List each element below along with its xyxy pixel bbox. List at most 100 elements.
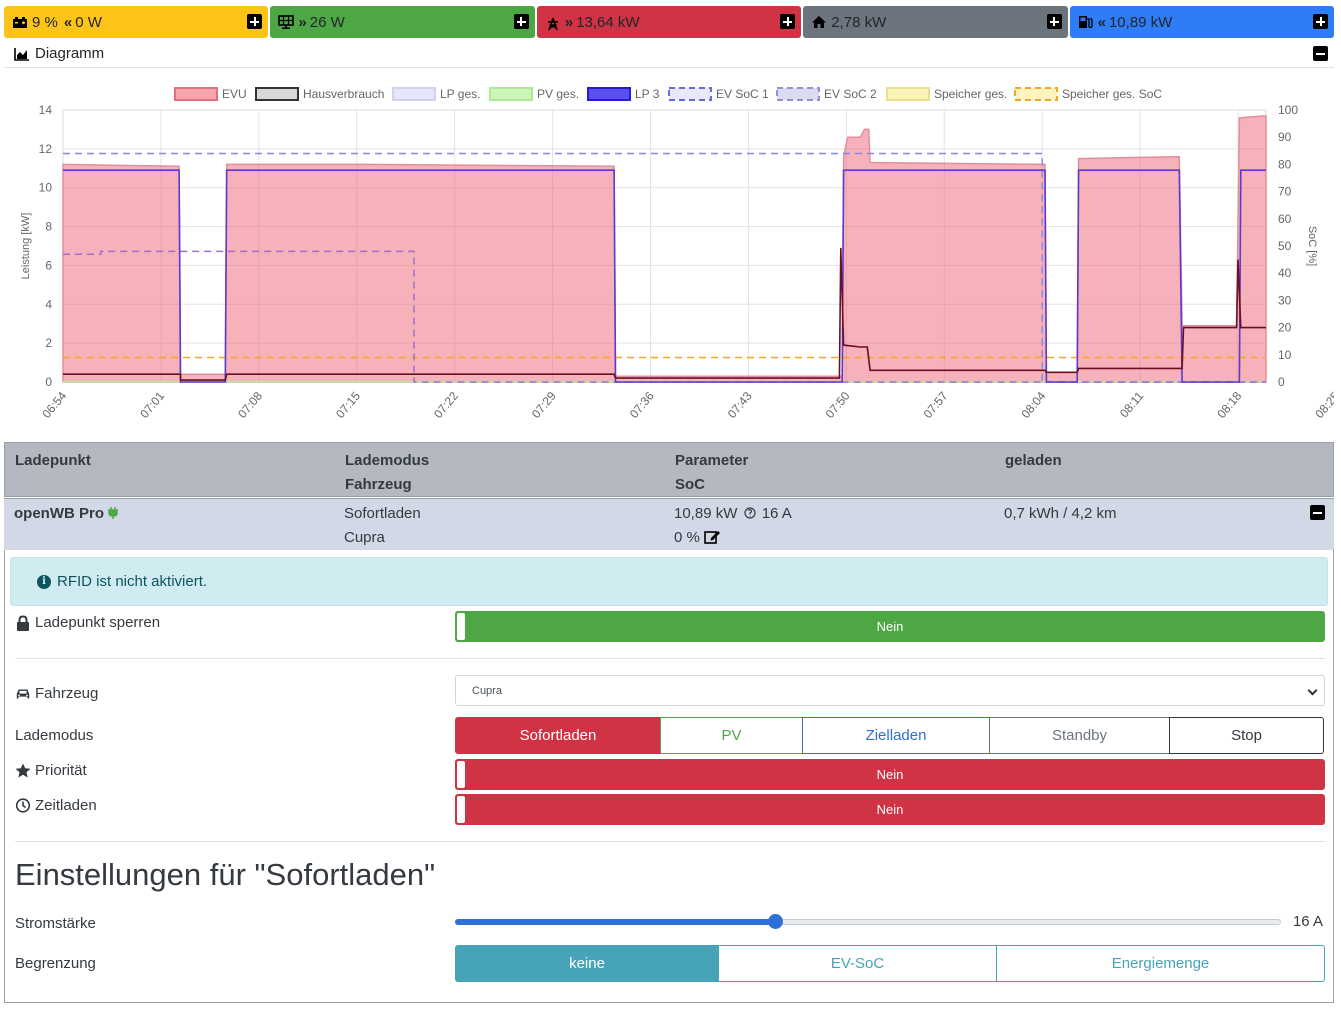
slider-fill	[455, 919, 776, 925]
lock-toggle[interactable]: Nein	[455, 611, 1325, 642]
pv-tile[interactable]: » 26 W	[270, 6, 535, 38]
limit-ev-soc-button[interactable]: EV-SoC	[718, 945, 997, 982]
slider-thumb[interactable]	[768, 914, 784, 929]
mode-pv-button[interactable]: PV	[660, 717, 803, 754]
legend-swatch	[392, 87, 436, 101]
legend-label: EVU	[222, 87, 247, 101]
y2-tick-label: 20	[1278, 321, 1292, 335]
legend-swatch	[1014, 87, 1058, 101]
hausverbrauch-line	[63, 247, 1266, 381]
expand-icon[interactable]	[247, 14, 263, 29]
table-header: Ladepunkt Lademodus Fahrzeug Parameter S…	[4, 442, 1334, 497]
legend-swatch	[489, 87, 533, 101]
ev-soc2-line	[63, 250, 1266, 383]
lp3-line	[63, 169, 1266, 383]
legend-swatch	[668, 87, 712, 101]
table-row[interactable]: openWB Pro Sofortladen Cupra 10,89 kW 16…	[4, 498, 1334, 550]
priority-label: Priorität	[15, 762, 87, 779]
legend-label: PV ges.	[537, 87, 579, 101]
grid-tile[interactable]: » 13,64 kW	[536, 6, 802, 38]
grid-power: 13,64 kW	[576, 13, 640, 31]
power-chart: 0 2 4 6 8 10 12 14 0 10 20 30 40 50 60 70 80 90 100 06:54 07…	[20, 87, 1334, 421]
diagram-title: Diagramm	[35, 45, 105, 62]
chevron-down-icon	[1307, 685, 1318, 696]
collapse-icon[interactable]	[1310, 505, 1325, 520]
x-tick-label: 07:36	[627, 389, 657, 421]
y2-tick-label: 90	[1278, 130, 1292, 144]
legend-label: Speicher ges. SoC	[1062, 87, 1162, 101]
legend-swatch	[587, 87, 631, 101]
battery-soc: 9 %	[32, 13, 58, 31]
mode-sofortladen-button[interactable]: Sofortladen	[455, 717, 661, 754]
battery-icon	[13, 17, 27, 28]
limit-energiemenge-button[interactable]: Energiemenge	[996, 945, 1325, 982]
mode-stop-button[interactable]: Stop	[1169, 717, 1324, 754]
chart-area-icon	[14, 47, 29, 61]
y2-tick-label: 40	[1278, 266, 1292, 280]
x-tick-label: 07:50	[823, 389, 853, 421]
y-axis-title: Leistung [kW]	[20, 213, 32, 280]
y-tick-label: 14	[39, 103, 53, 117]
double-chevron-right-icon: »	[564, 13, 573, 31]
x-tick-label: 07:57	[921, 389, 951, 421]
y-tick-label: 6	[45, 258, 52, 272]
clock-icon	[743, 507, 756, 519]
y2-tick-label: 0	[1278, 375, 1285, 389]
mode-label: Lademodus	[15, 727, 94, 744]
y2-axis-title: SoC [%]	[1306, 226, 1318, 266]
rfid-message: RFID ist nicht aktiviert.	[57, 573, 208, 590]
x-tick-label: 07:43	[725, 389, 755, 421]
diagram-header[interactable]: Diagramm	[4, 40, 1334, 68]
power-tower-icon	[547, 17, 558, 31]
vehicle-select[interactable]: Cupra	[455, 675, 1325, 706]
mode-zielladen-button[interactable]: Zielladen	[802, 717, 990, 754]
legend-label: EV SoC 1	[716, 87, 769, 101]
double-chevron-left-icon: «	[1097, 13, 1106, 31]
priority-toggle[interactable]: Nein	[455, 759, 1325, 790]
chargepoint-name: openWB Pro	[14, 502, 118, 526]
x-tick-label: 07:01	[137, 389, 167, 421]
charging-tile[interactable]: « 10,89 kW	[1069, 6, 1335, 38]
charging-power: 10,89 kW	[1108, 13, 1173, 31]
lock-icon	[17, 614, 29, 631]
x-tick-label: 08:04	[1018, 389, 1048, 421]
header-parameter: Parameter	[675, 452, 749, 469]
expand-icon[interactable]	[1313, 14, 1329, 29]
battery-tile[interactable]: 9 % « 0 W	[4, 6, 269, 38]
expand-icon[interactable]	[513, 14, 529, 29]
edit-icon[interactable]	[704, 529, 721, 544]
y-tick-label: 12	[39, 142, 53, 156]
header-soc: SoC	[675, 476, 705, 493]
header-geladen: geladen	[1005, 452, 1062, 469]
ev-soc1-line	[63, 152, 1266, 383]
car-icon	[16, 689, 30, 698]
evu-area	[62, 114, 1267, 383]
x-tick-label: 07:15	[333, 389, 363, 421]
chargepoint-power: 10,89 kW 16 A	[674, 505, 792, 522]
pv-power: 26 W	[309, 13, 345, 31]
limit-label: Begrenzung	[15, 955, 96, 972]
x-tick-label: 06:54	[39, 389, 69, 421]
x-tick-label: 08:18	[1214, 389, 1244, 421]
legend-label: Hausverbrauch	[303, 87, 384, 101]
mode-standby-button[interactable]: Standby	[989, 717, 1170, 754]
expand-icon[interactable]	[1046, 14, 1062, 29]
x-tick-label: 08:11	[1117, 389, 1147, 421]
legend-swatch	[174, 87, 218, 101]
house-power: 2,78 kW	[831, 13, 887, 31]
info-icon: i	[37, 574, 51, 589]
timer-toggle[interactable]: Nein	[455, 794, 1325, 825]
y2-tick-label: 30	[1278, 293, 1292, 307]
current-slider[interactable]	[455, 914, 1281, 930]
expand-icon[interactable]	[780, 14, 796, 29]
house-tile[interactable]: 2,78 kW	[803, 6, 1068, 38]
x-tick-label: 07:08	[235, 389, 265, 421]
y2-tick-label: 80	[1278, 157, 1292, 171]
limit-keine-button[interactable]: keine	[455, 945, 719, 982]
y2-tick-label: 50	[1278, 239, 1292, 253]
clock-icon	[15, 798, 31, 813]
current-value: 16 A	[1292, 913, 1323, 930]
collapse-icon[interactable]	[1313, 46, 1328, 61]
header-fahrzeug: Fahrzeug	[345, 476, 412, 493]
legend-label: EV SoC 2	[824, 87, 877, 101]
